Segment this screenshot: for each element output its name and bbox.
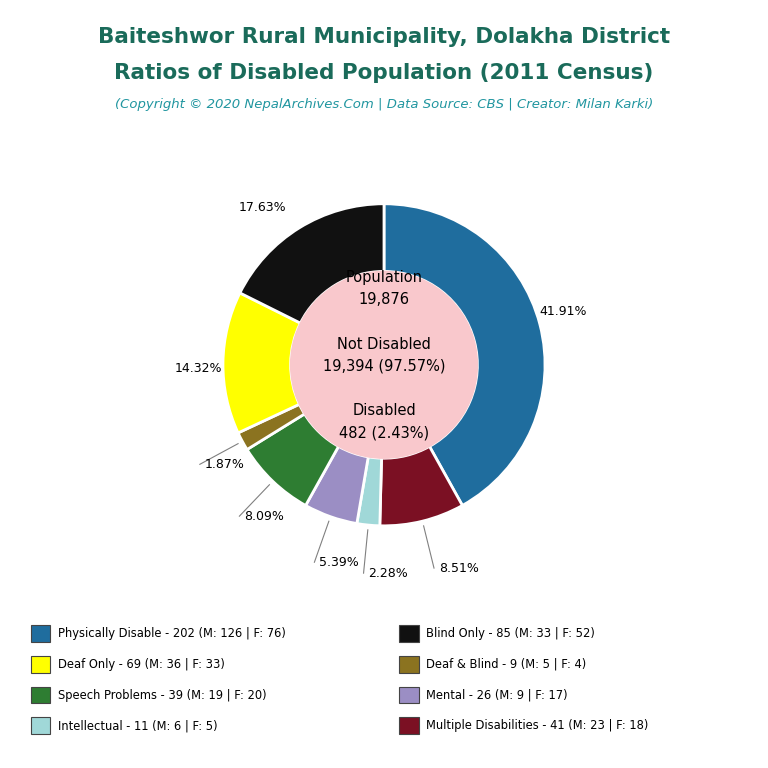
Text: Speech Problems - 39 (M: 19 | F: 20): Speech Problems - 39 (M: 19 | F: 20) — [58, 689, 266, 701]
Text: Baiteshwor Rural Municipality, Dolakha District: Baiteshwor Rural Municipality, Dolakha D… — [98, 27, 670, 47]
Text: (Copyright © 2020 NepalArchives.Com | Data Source: CBS | Creator: Milan Karki): (Copyright © 2020 NepalArchives.Com | Da… — [115, 98, 653, 111]
Text: Blind Only - 85 (M: 33 | F: 52): Blind Only - 85 (M: 33 | F: 52) — [426, 627, 595, 640]
Text: 17.63%: 17.63% — [239, 200, 286, 214]
Text: Ratios of Disabled Population (2011 Census): Ratios of Disabled Population (2011 Cens… — [114, 63, 654, 83]
Wedge shape — [357, 457, 382, 526]
Text: 5.39%: 5.39% — [319, 556, 359, 569]
Text: 8.09%: 8.09% — [244, 510, 284, 523]
Text: 2.28%: 2.28% — [369, 567, 408, 580]
Text: Deaf & Blind - 9 (M: 5 | F: 4): Deaf & Blind - 9 (M: 5 | F: 4) — [426, 658, 587, 670]
Circle shape — [290, 271, 478, 458]
Text: Deaf Only - 69 (M: 36 | F: 33): Deaf Only - 69 (M: 36 | F: 33) — [58, 658, 224, 670]
Wedge shape — [306, 446, 368, 524]
Wedge shape — [380, 446, 462, 526]
Text: Population
19,876

Not Disabled
19,394 (97.57%)

Disabled
482 (2.43%): Population 19,876 Not Disabled 19,394 (9… — [323, 270, 445, 440]
Text: Intellectual - 11 (M: 6 | F: 5): Intellectual - 11 (M: 6 | F: 5) — [58, 720, 217, 732]
Text: 14.32%: 14.32% — [175, 362, 223, 376]
Text: 41.91%: 41.91% — [539, 305, 587, 318]
Wedge shape — [384, 204, 545, 505]
Wedge shape — [240, 204, 384, 323]
Text: 8.51%: 8.51% — [439, 561, 478, 574]
Wedge shape — [238, 404, 305, 449]
Text: Multiple Disabilities - 41 (M: 23 | F: 18): Multiple Disabilities - 41 (M: 23 | F: 1… — [426, 720, 649, 732]
Text: Physically Disable - 202 (M: 126 | F: 76): Physically Disable - 202 (M: 126 | F: 76… — [58, 627, 286, 640]
Wedge shape — [223, 293, 300, 433]
Wedge shape — [247, 414, 339, 505]
Text: Mental - 26 (M: 9 | F: 17): Mental - 26 (M: 9 | F: 17) — [426, 689, 568, 701]
Text: 1.87%: 1.87% — [204, 458, 244, 471]
